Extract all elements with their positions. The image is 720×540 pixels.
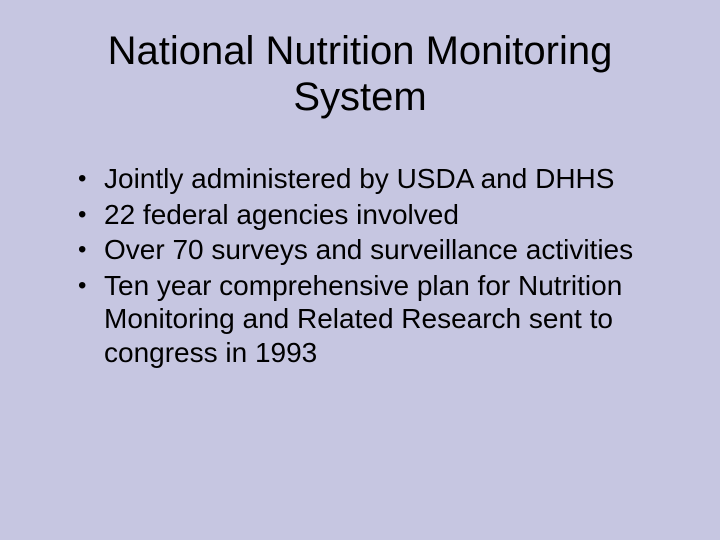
bullet-list: Jointly administered by USDA and DHHS 22… <box>50 162 670 370</box>
list-item: 22 federal agencies involved <box>78 198 670 232</box>
list-item: Jointly administered by USDA and DHHS <box>78 162 670 196</box>
list-item: Ten year comprehensive plan for Nutritio… <box>78 269 670 370</box>
slide-title: National Nutrition Monitoring System <box>50 28 670 120</box>
list-item: Over 70 surveys and surveillance activit… <box>78 233 670 267</box>
